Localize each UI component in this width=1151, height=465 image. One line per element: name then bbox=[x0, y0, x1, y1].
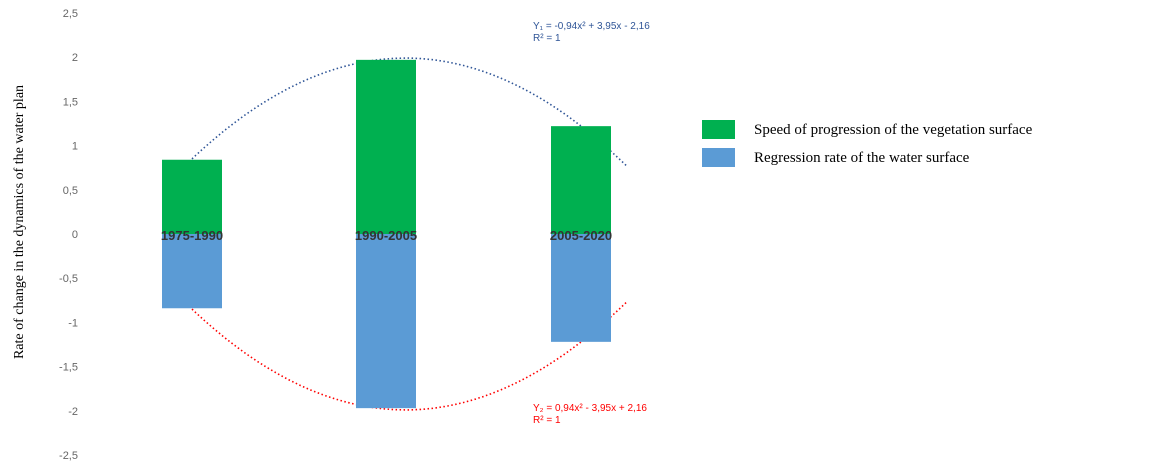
y-tick-label: 0 bbox=[72, 229, 78, 241]
y-axis-label: Rate of change in the dynamics of the wa… bbox=[12, 85, 27, 359]
y-tick-label: -2,5 bbox=[59, 450, 78, 462]
y-tick-label: 1,5 bbox=[63, 96, 78, 108]
trendline-equation: Y₂ = 0,94x² - 3,95x + 2,16 bbox=[533, 403, 647, 414]
y-tick-label: 0,5 bbox=[63, 185, 78, 197]
legend-swatch bbox=[702, 120, 735, 139]
legend-label: Regression rate of the water surface bbox=[754, 150, 970, 166]
bars bbox=[162, 59, 611, 409]
trendline bbox=[191, 301, 628, 411]
category-label: 2005-2020 bbox=[550, 228, 612, 243]
y-tick-label: 2 bbox=[72, 52, 78, 64]
bar bbox=[551, 234, 611, 342]
y-tick-label: -0,5 bbox=[59, 273, 78, 285]
category-label: 1990-2005 bbox=[355, 228, 417, 243]
y-axis-ticks: 2,5 2 1,5 1 0,5 0 -0,5 -1 -1,5 -2 -2,5 bbox=[59, 8, 78, 462]
trendline-r2: R² = 1 bbox=[533, 33, 561, 44]
trendline-equation: Y₁ = -0,94x² + 3,95x - 2,16 bbox=[533, 21, 650, 32]
trendline-r2: R² = 1 bbox=[533, 415, 561, 426]
bar bbox=[356, 234, 416, 409]
y-tick-label: 1 bbox=[72, 141, 78, 153]
legend-label: Speed of progression of the vegetation s… bbox=[754, 122, 1033, 138]
y-tick-label: 2,5 bbox=[63, 8, 78, 20]
bar bbox=[551, 126, 611, 234]
y-tick-label: -2 bbox=[68, 406, 78, 418]
y-tick-label: -1 bbox=[68, 317, 78, 329]
y-tick-label: -1,5 bbox=[59, 362, 78, 374]
category-labels: 1975-1990 1990-2005 2005-2020 bbox=[161, 228, 612, 243]
legend: Speed of progression of the vegetation s… bbox=[702, 120, 1033, 167]
bar bbox=[356, 59, 416, 234]
bar bbox=[162, 159, 222, 234]
category-label: 1975-1990 bbox=[161, 228, 223, 243]
trendlines bbox=[191, 57, 628, 411]
bar bbox=[162, 234, 222, 309]
legend-swatch bbox=[702, 148, 735, 167]
trendline bbox=[191, 57, 628, 167]
